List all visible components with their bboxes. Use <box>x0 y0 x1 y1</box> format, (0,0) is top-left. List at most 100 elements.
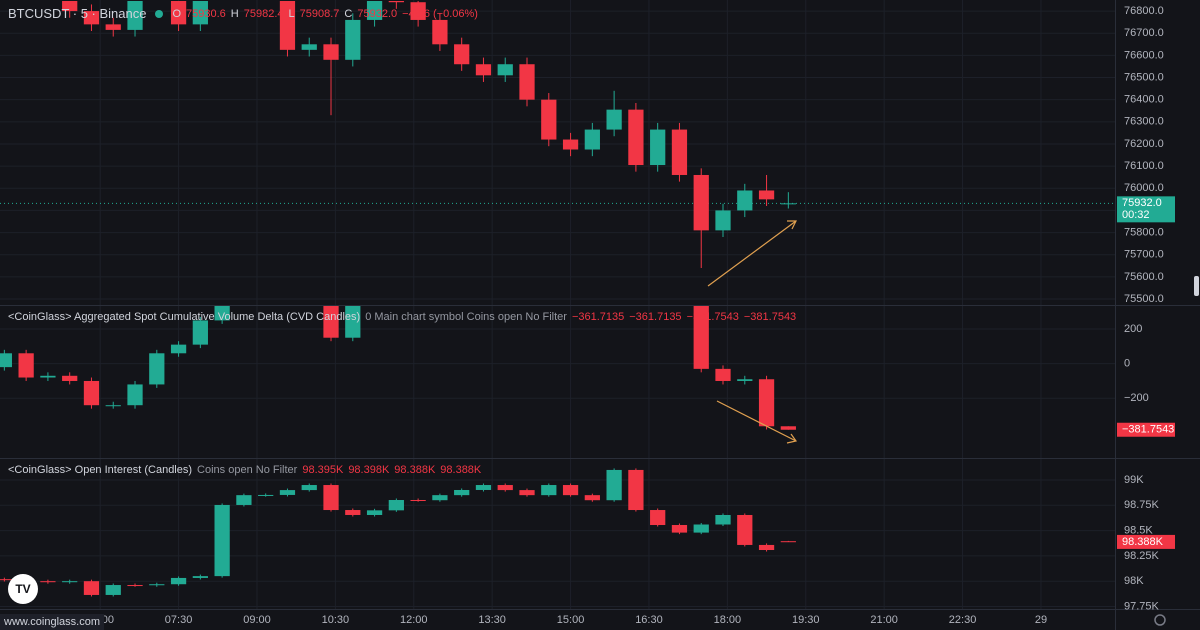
symbol-title[interactable]: BTCUSDT · 5 · Binance <box>8 6 147 21</box>
x-tick-label: 19:30 <box>792 614 820 626</box>
candle-body <box>584 495 600 501</box>
ohlc-value: 75930.6 <box>186 7 226 20</box>
candle-body <box>780 541 796 543</box>
y-tick-label: 97.75K <box>1124 600 1160 612</box>
candle-body <box>105 405 121 407</box>
candle-body <box>562 139 579 150</box>
candle-body <box>192 576 208 578</box>
candle-body <box>127 384 143 406</box>
y-tick-label: 75700.0 <box>1124 249 1164 261</box>
candle-body <box>258 494 274 496</box>
tv-logo-mark: TV <box>15 582 30 596</box>
x-tick-label: 09:00 <box>243 614 271 626</box>
candle-body <box>366 510 383 515</box>
y-tick-label: 76000.0 <box>1124 182 1164 194</box>
candle-body <box>149 584 165 586</box>
x-tick-label: 21:00 <box>870 614 898 626</box>
candle-body <box>780 203 796 205</box>
candle-body <box>650 129 666 166</box>
candle-body <box>388 1 404 3</box>
candle-body <box>737 190 753 211</box>
annotation-arrow <box>716 400 797 442</box>
candle-body <box>715 368 731 381</box>
candle-body <box>780 426 796 430</box>
x-tick-label: 15:00 <box>557 614 585 626</box>
y-tick-label: 76700.0 <box>1124 27 1164 39</box>
watermark: www.coinglass.com <box>0 614 104 630</box>
candle-body <box>628 469 644 511</box>
candle-body <box>170 1 187 25</box>
candle-body <box>345 510 361 515</box>
candle-body <box>323 306 339 338</box>
ohlc-letter: O <box>172 7 182 20</box>
candle-body <box>584 129 600 150</box>
y-tick-label: 76100.0 <box>1124 160 1164 172</box>
scroll-handle[interactable] <box>1194 276 1199 296</box>
indicator-name[interactable]: <CoinGlass> Aggregated Spot Cumulative V… <box>8 311 361 323</box>
indicator-value: −361.7135 <box>571 311 625 323</box>
indicator-settings: 0 Main chart symbol Coins open No Filter <box>365 311 567 323</box>
candle-body <box>497 485 513 491</box>
x-tick-label: 16:30 <box>635 614 663 626</box>
indicator-value: 98.395K <box>302 464 344 476</box>
x-tick-label: 07:30 <box>165 614 193 626</box>
ohlc-letter: C <box>344 7 353 20</box>
last-value-label: −381.7543 <box>1122 424 1174 436</box>
ohlc-value: 75932.0 <box>357 7 398 20</box>
cvd-legend: <CoinGlass> Aggregated Spot Cumulative V… <box>8 311 796 323</box>
oi-legend: <CoinGlass> Open Interest (Candles) Coin… <box>8 464 481 476</box>
candle-body <box>671 129 688 175</box>
indicator-value: −361.7135 <box>629 311 682 323</box>
indicator-value: 98.398K <box>348 464 390 476</box>
candle-body <box>693 306 709 369</box>
indicator-name[interactable]: <CoinGlass> Open Interest (Candles) <box>8 464 193 476</box>
candle-body <box>192 1 208 25</box>
y-tick-label: 98.5K <box>1124 524 1153 536</box>
candle-body <box>192 320 208 345</box>
candle-body <box>40 581 56 583</box>
y-tick-label: 200 <box>1124 323 1142 335</box>
y-tick-label: 76800.0 <box>1124 5 1164 17</box>
candle-body <box>170 344 187 354</box>
time-axis-bg <box>0 609 1115 630</box>
ohlc-letter: H <box>230 7 239 20</box>
indicator-value: 98.388K <box>394 464 436 476</box>
arrow-head <box>786 433 798 444</box>
x-tick-label: 18:00 <box>714 614 742 626</box>
x-tick-label: 12:00 <box>400 614 428 626</box>
candle-body <box>366 1 383 20</box>
ohlc-value: 75908.7 <box>299 7 340 20</box>
tv-logo <box>8 574 38 604</box>
ohlc-letter: L <box>288 7 295 20</box>
candle-body <box>758 544 775 551</box>
candle-body <box>83 11 100 25</box>
x-tick-label: 22:30 <box>949 614 977 626</box>
candle-body <box>105 585 121 595</box>
candle-body <box>693 524 709 533</box>
x-tick-label: 29 <box>1035 614 1047 626</box>
candle-body <box>737 379 753 381</box>
ohlc-value: 75982.4 <box>243 7 284 20</box>
candle-body <box>671 525 688 533</box>
candle-body <box>301 485 317 491</box>
candle-body <box>737 514 753 545</box>
candle-body <box>693 174 709 231</box>
candle-body <box>410 2 426 20</box>
candle-body <box>236 495 252 505</box>
candle-body <box>475 485 492 490</box>
axes: 06:0007:3009:0010:3012:0013:3015:0016:30… <box>86 5 1175 626</box>
candle-body <box>519 64 535 100</box>
candle-body <box>214 306 230 321</box>
candle-body <box>562 485 579 496</box>
y-tick-label: 75800.0 <box>1124 226 1164 238</box>
candle-body <box>519 490 535 496</box>
candle-body <box>62 581 78 583</box>
settings-icon[interactable] <box>1154 614 1166 626</box>
candles <box>0 1 796 597</box>
y-tick-label: 76300.0 <box>1124 116 1164 128</box>
candle-body <box>388 500 404 511</box>
last-value-box <box>1117 196 1175 223</box>
y-tick-label: 0 <box>1124 358 1130 370</box>
